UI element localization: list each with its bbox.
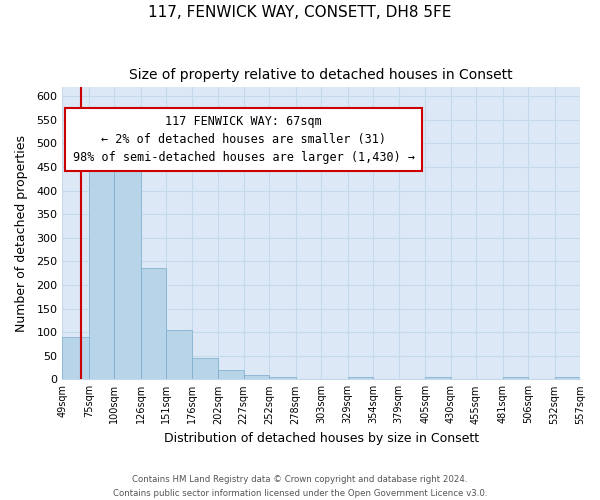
Bar bbox=[425, 377, 451, 380]
Bar bbox=[503, 377, 528, 380]
Bar bbox=[269, 377, 296, 380]
Bar bbox=[554, 377, 580, 380]
Y-axis label: Number of detached properties: Number of detached properties bbox=[15, 134, 28, 332]
Title: Size of property relative to detached houses in Consett: Size of property relative to detached ho… bbox=[130, 68, 513, 82]
Text: 117 FENWICK WAY: 67sqm
← 2% of detached houses are smaller (31)
98% of semi-deta: 117 FENWICK WAY: 67sqm ← 2% of detached … bbox=[73, 114, 415, 164]
Bar bbox=[166, 330, 192, 380]
Bar bbox=[244, 374, 269, 380]
Bar bbox=[141, 268, 166, 380]
Text: 117, FENWICK WAY, CONSETT, DH8 5FE: 117, FENWICK WAY, CONSETT, DH8 5FE bbox=[148, 5, 452, 20]
Bar bbox=[62, 337, 89, 380]
Bar bbox=[192, 358, 218, 380]
Text: Contains HM Land Registry data © Crown copyright and database right 2024.
Contai: Contains HM Land Registry data © Crown c… bbox=[113, 476, 487, 498]
Bar bbox=[114, 144, 141, 380]
Bar bbox=[218, 370, 244, 380]
Bar bbox=[89, 164, 114, 380]
X-axis label: Distribution of detached houses by size in Consett: Distribution of detached houses by size … bbox=[164, 432, 479, 445]
Bar bbox=[347, 377, 373, 380]
